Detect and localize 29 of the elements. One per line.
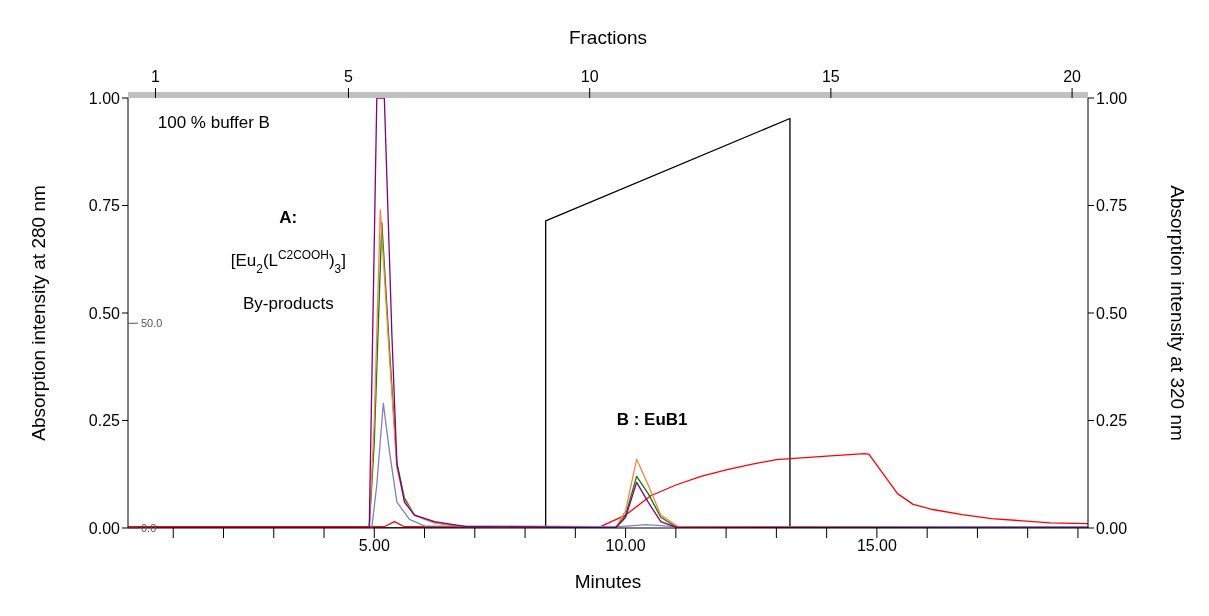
y2-tick-label: 0.25 [1096,412,1128,430]
annotation: A: [279,207,298,227]
y2-tick-label: 0.75 [1096,197,1128,215]
y2-tick-label: 0.00 [1096,519,1128,537]
annotation: [Eu$_{2}$(L$^{C2COOH}$)$_{3}$] [230,247,346,276]
x2-tick-label: 5 [344,68,354,85]
y3-tick-label: 50.0 [141,317,163,330]
y-tick-label: 0.00 [88,519,121,537]
y-tick-label: 0.75 [88,197,121,215]
x-tick-label: 5.00 [358,537,390,555]
x-tick-label: 10.00 [605,537,646,555]
x2-tick-label: 20 [1063,68,1082,85]
annotation: 100 % buffer B [157,113,270,133]
x2-tick-label: 10 [580,68,599,85]
y-tick-label: 0.25 [88,412,121,430]
y-tick-label: 1.00 [88,89,121,107]
annotation: B : EuB1 [616,409,688,429]
x2-axis-title: Fractions [568,27,648,48]
y-axis-title: Absorption intensity at 280 nm [27,185,49,441]
x2-tick-label: 15 [821,68,840,85]
y2-tick-label: 0.50 [1096,304,1128,322]
y-tick-label: 0.50 [88,304,121,322]
x2-tick-label: 1 [151,68,161,85]
y2-tick-label: 1.00 [1096,89,1128,107]
y3-tick-label: 0.0 [141,522,157,534]
y2-axis-title: Absorption intensity at 320 nm [1167,185,1189,441]
x-tick-label: 15.00 [856,537,898,555]
x-axis-title: Minutes [574,571,642,592]
annotation: By-products [242,293,334,313]
